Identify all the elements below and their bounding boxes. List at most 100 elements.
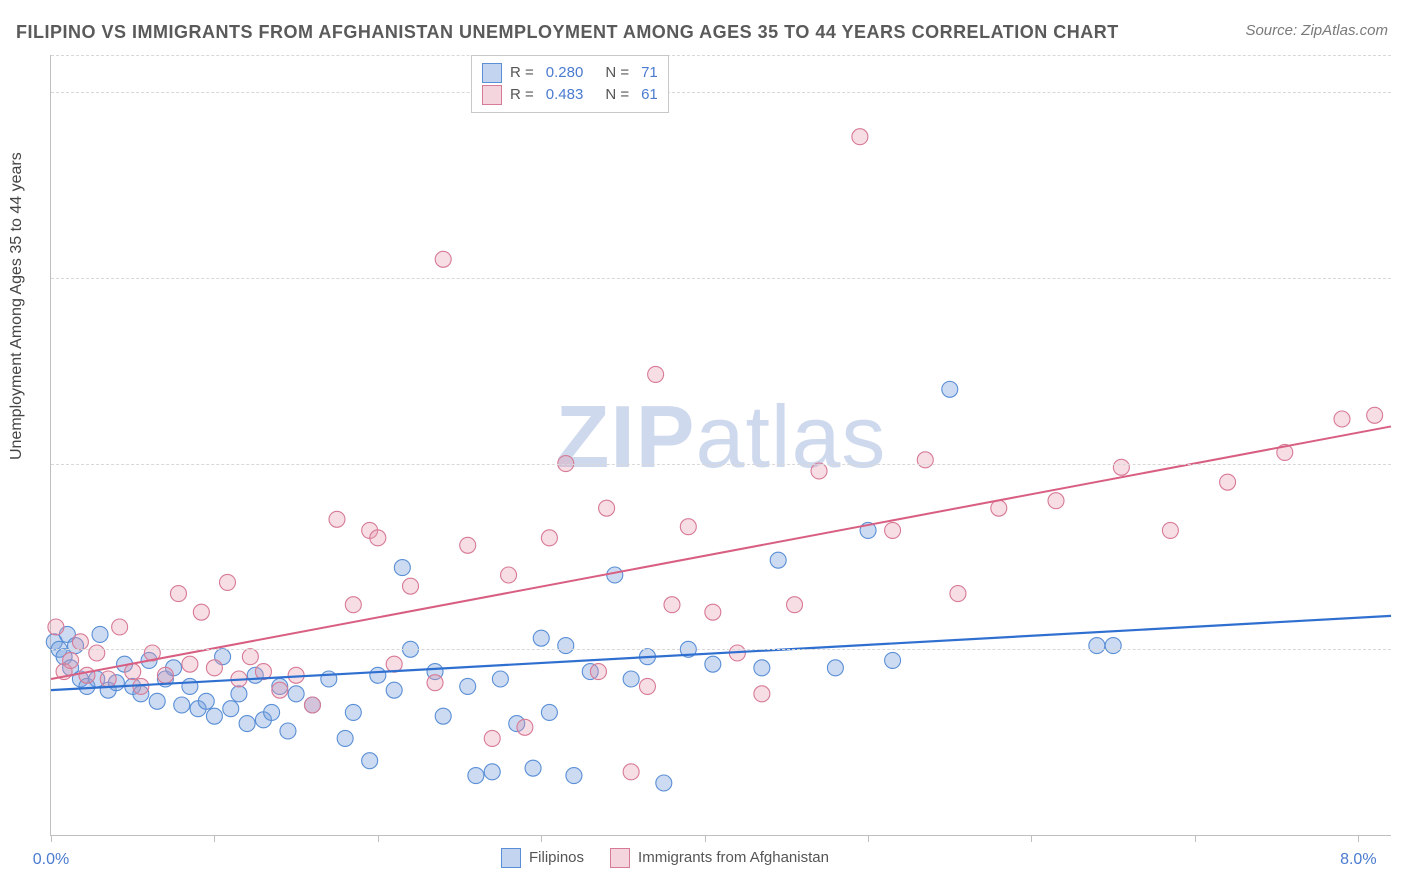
data-point bbox=[811, 463, 827, 479]
data-point bbox=[48, 619, 64, 635]
data-point bbox=[223, 701, 239, 717]
data-point bbox=[770, 552, 786, 568]
data-point bbox=[242, 649, 258, 665]
data-point bbox=[219, 574, 235, 590]
data-point bbox=[182, 678, 198, 694]
data-point bbox=[92, 626, 108, 642]
data-point bbox=[427, 675, 443, 691]
data-point bbox=[435, 708, 451, 724]
swatch-blue bbox=[501, 848, 521, 868]
r-value-2: 0.483 bbox=[546, 84, 584, 106]
data-point bbox=[754, 686, 770, 702]
data-point bbox=[754, 660, 770, 676]
data-point bbox=[1089, 638, 1105, 654]
n-label: N = bbox=[605, 84, 629, 106]
data-point bbox=[590, 664, 606, 680]
data-point bbox=[304, 697, 320, 713]
data-point bbox=[403, 578, 419, 594]
n-value-1: 71 bbox=[641, 62, 658, 84]
data-point bbox=[386, 682, 402, 698]
data-point bbox=[1048, 493, 1064, 509]
data-point bbox=[1334, 411, 1350, 427]
data-point bbox=[89, 645, 105, 661]
stats-legend: R = 0.280 N = 71 R = 0.483 N = 61 bbox=[471, 55, 669, 113]
data-point bbox=[484, 730, 500, 746]
legend-item-1: Filipinos bbox=[501, 847, 584, 869]
y-axis-label: Unemployment Among Ages 35 to 44 years bbox=[8, 152, 26, 460]
data-point bbox=[942, 381, 958, 397]
data-point bbox=[648, 366, 664, 382]
swatch-pink bbox=[610, 848, 630, 868]
data-point bbox=[1220, 474, 1236, 490]
data-point bbox=[337, 730, 353, 746]
swatch-pink bbox=[482, 85, 502, 105]
data-point bbox=[599, 500, 615, 516]
r-label: R = bbox=[510, 84, 534, 106]
data-point bbox=[182, 656, 198, 672]
data-point bbox=[1105, 638, 1121, 654]
data-point bbox=[1367, 407, 1383, 423]
data-point bbox=[885, 522, 901, 538]
data-point bbox=[787, 597, 803, 613]
data-point bbox=[239, 716, 255, 732]
x-tick-label: 0.0% bbox=[33, 851, 69, 869]
data-point bbox=[656, 775, 672, 791]
data-point bbox=[991, 500, 1007, 516]
data-point bbox=[79, 667, 95, 683]
plot-area: ZIPatlas R =0.280 N =71 R =0.483 N =61 F… bbox=[50, 55, 1391, 836]
data-point bbox=[198, 693, 214, 709]
data-point bbox=[370, 530, 386, 546]
data-point bbox=[680, 519, 696, 535]
data-point bbox=[272, 682, 288, 698]
data-point bbox=[157, 667, 173, 683]
data-point bbox=[501, 567, 517, 583]
r-value-1: 0.280 bbox=[546, 62, 584, 84]
data-point bbox=[517, 719, 533, 735]
data-point bbox=[460, 537, 476, 553]
stats-row-1: R = 0.280 N = 71 bbox=[482, 62, 658, 84]
legend-label-2: Immigrants from Afghanistan bbox=[638, 847, 829, 869]
n-label: N = bbox=[605, 62, 629, 84]
data-point bbox=[72, 634, 88, 650]
chart-container: FILIPINO VS IMMIGRANTS FROM AFGHANISTAN … bbox=[0, 0, 1406, 892]
data-point bbox=[705, 604, 721, 620]
data-point bbox=[468, 768, 484, 784]
swatch-blue bbox=[482, 63, 502, 83]
data-point bbox=[852, 129, 868, 145]
data-point bbox=[206, 708, 222, 724]
chart-title: FILIPINO VS IMMIGRANTS FROM AFGHANISTAN … bbox=[16, 22, 1119, 43]
data-point bbox=[623, 671, 639, 687]
data-point bbox=[541, 704, 557, 720]
data-point bbox=[100, 671, 116, 687]
data-point bbox=[1113, 459, 1129, 475]
data-point bbox=[345, 704, 361, 720]
data-point bbox=[460, 678, 476, 694]
data-point bbox=[394, 560, 410, 576]
data-point bbox=[827, 660, 843, 676]
data-point bbox=[170, 586, 186, 602]
data-point bbox=[174, 697, 190, 713]
data-point bbox=[525, 760, 541, 776]
data-point bbox=[329, 511, 345, 527]
data-point bbox=[264, 704, 280, 720]
data-point bbox=[280, 723, 296, 739]
n-value-2: 61 bbox=[641, 84, 658, 106]
r-label: R = bbox=[510, 62, 534, 84]
data-point bbox=[950, 586, 966, 602]
data-point bbox=[125, 664, 141, 680]
data-point bbox=[370, 667, 386, 683]
data-point bbox=[558, 638, 574, 654]
data-point bbox=[231, 686, 247, 702]
data-point bbox=[112, 619, 128, 635]
data-point bbox=[492, 671, 508, 687]
data-point bbox=[362, 753, 378, 769]
x-tick-label: 8.0% bbox=[1340, 851, 1376, 869]
data-point bbox=[288, 686, 304, 702]
data-point bbox=[484, 764, 500, 780]
data-point bbox=[345, 597, 361, 613]
legend-item-2: Immigrants from Afghanistan bbox=[610, 847, 829, 869]
data-point bbox=[149, 693, 165, 709]
legend-label-1: Filipinos bbox=[529, 847, 584, 869]
data-point bbox=[607, 567, 623, 583]
data-point bbox=[705, 656, 721, 672]
